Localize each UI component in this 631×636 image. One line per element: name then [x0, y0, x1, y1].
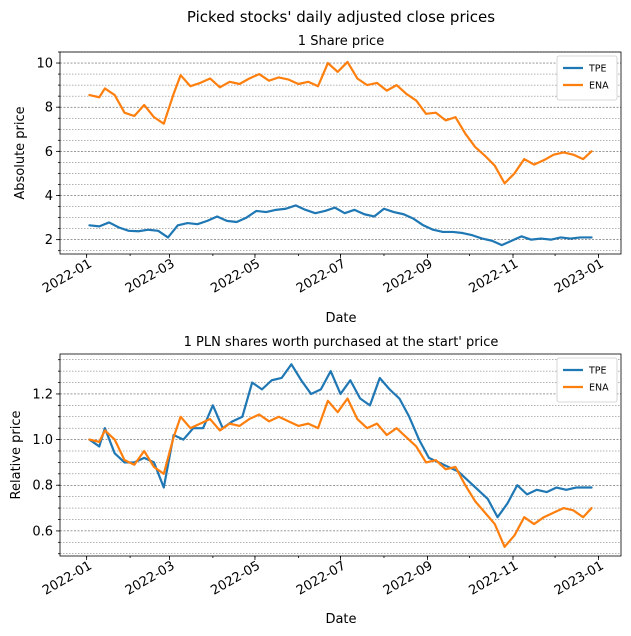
- chart-relative-price: 1 PLN shares worth purchased at the star…: [9, 335, 622, 627]
- legend-box: [556, 357, 618, 403]
- legend: TPE ENA: [556, 55, 618, 101]
- y-tick-label: 1.0: [32, 433, 53, 448]
- series-line-tpe: [88, 363, 593, 519]
- x-tick-label: 2022-09: [381, 558, 436, 598]
- series-line-ena: [88, 60, 593, 185]
- series-layer: [88, 363, 593, 548]
- x-axis: 2022-01 2022-03 2022-05 2022-07 2022-09 2022-…: [40, 254, 607, 297]
- y-tick-label: 6: [45, 145, 53, 160]
- chart-title: 1 PLN shares worth purchased at the star…: [184, 335, 499, 350]
- legend-label-ena: ENA: [589, 383, 609, 394]
- x-tick-label: 2022-07: [294, 558, 349, 598]
- legend-box: [556, 55, 618, 101]
- legend-label-tpe: TPE: [588, 366, 607, 377]
- x-tick-label: 2022-01: [40, 256, 95, 296]
- x-tick-label: 2022-07: [294, 256, 349, 296]
- x-tick-label: 2022-05: [208, 256, 263, 296]
- x-tick-label: 2022-01: [40, 558, 95, 598]
- x-tick-label: 2022-11: [466, 558, 521, 598]
- x-tick-label: 2022-09: [381, 256, 436, 296]
- y-axis: 2 4 6 8 10: [36, 51, 60, 252]
- x-tick-label: 2022-11: [466, 256, 521, 296]
- legend-label-tpe: TPE: [588, 64, 607, 75]
- y-tick-label: 10: [36, 57, 53, 72]
- y-tick-label: 0.6: [32, 524, 53, 539]
- legend: TPE ENA: [556, 357, 618, 403]
- plot-frame: [59, 353, 622, 557]
- x-axis-label: Date: [325, 612, 356, 627]
- y-tick-label: 1.2: [32, 387, 53, 402]
- legend-label-ena: ENA: [589, 81, 609, 92]
- x-tick-label: 2022-03: [123, 256, 178, 296]
- chart-title: 1 Share price: [298, 34, 384, 49]
- y-axis-label: Absolute price: [13, 106, 28, 199]
- figure-suptitle: Picked stocks' daily adjusted close pric…: [187, 8, 495, 26]
- plot-frame: [59, 51, 622, 255]
- y-tick-label: 2: [45, 233, 53, 248]
- series-line-ena: [88, 397, 593, 548]
- x-axis-label: Date: [325, 311, 356, 326]
- y-tick-label: 0.8: [32, 479, 53, 494]
- x-tick-label: 2023-01: [552, 558, 607, 598]
- x-tick-label: 2022-05: [208, 558, 263, 598]
- y-tick-label: 8: [45, 101, 53, 116]
- y-tick-label: 4: [45, 189, 53, 204]
- series-line-tpe: [88, 204, 593, 247]
- y-axis-label: Relative price: [9, 411, 24, 500]
- y-axis: 0.6 0.8 1.0 1.2: [32, 359, 60, 555]
- x-tick-label: 2023-01: [552, 256, 607, 296]
- y-gridlines: [60, 51, 621, 251]
- y-gridlines: [60, 359, 621, 554]
- x-axis: 2022-01 2022-03 2022-05 2022-07 2022-09 2022-…: [40, 556, 607, 599]
- x-tick-label: 2022-03: [123, 558, 178, 598]
- series-layer: [88, 60, 593, 247]
